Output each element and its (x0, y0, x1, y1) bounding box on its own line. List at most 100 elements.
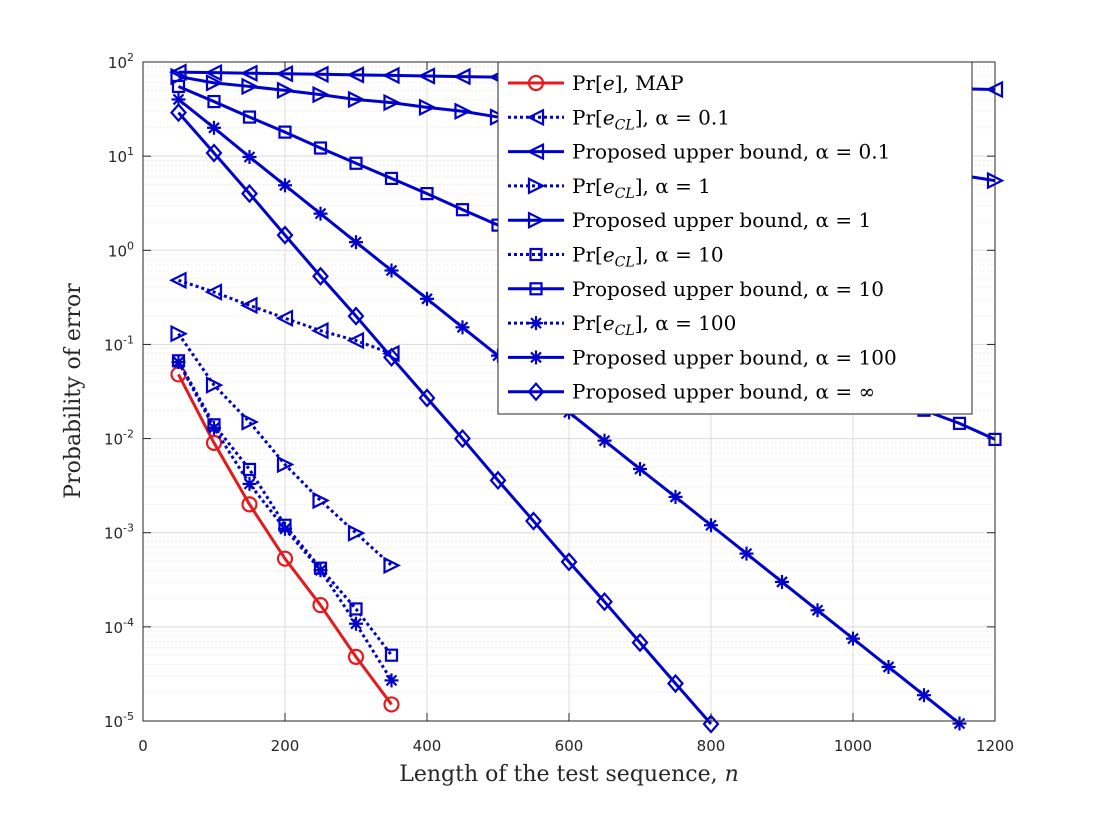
data-point (170, 324, 188, 343)
data-point (349, 235, 363, 250)
asterisk-stroke (811, 604, 824, 617)
data-point (383, 556, 401, 575)
data-point (347, 524, 366, 542)
asterisk-stroke (530, 351, 542, 364)
data-point (810, 603, 825, 618)
y-tick-label: 102 (108, 51, 134, 72)
asterisk-stroke (456, 321, 469, 334)
asterisk-stroke (208, 422, 220, 434)
legend-marker (529, 282, 543, 296)
data-point (633, 462, 647, 477)
data-point (241, 183, 258, 204)
asterisk-stroke (385, 674, 398, 687)
data-point (667, 673, 684, 694)
legend-label: Proposed upper bound, α = 1 (572, 208, 871, 232)
data-point (312, 266, 329, 286)
asterisk-stroke (385, 264, 398, 277)
asterisk-stroke (350, 236, 362, 248)
legend-label: Proposed upper bound, α = 100 (572, 345, 897, 369)
x-tick-label: 400 (413, 737, 442, 755)
legend-label: Pr[eCL], α = 0.1 (572, 105, 730, 133)
data-point (349, 602, 363, 616)
data-point (455, 203, 470, 217)
data-point (453, 67, 471, 86)
data-point (171, 355, 186, 370)
asterisk-stroke (314, 207, 327, 220)
asterisk-stroke (279, 179, 291, 192)
data-point (383, 93, 401, 112)
legend-label: Proposed upper bound, α = 10 (572, 277, 884, 301)
asterisk-stroke (669, 491, 682, 503)
data-point (384, 263, 399, 278)
data-point (204, 283, 223, 301)
data-point (311, 65, 329, 84)
data-point (169, 63, 187, 81)
data-point (952, 716, 967, 731)
series-7 (171, 355, 399, 688)
asterisk-stroke (740, 547, 753, 560)
series-line (177, 373, 393, 706)
data-point (347, 648, 365, 665)
data-point (420, 291, 434, 306)
asterisk-stroke (918, 689, 930, 701)
legend-item-4: Proposed upper bound, α = 1 (508, 208, 871, 232)
x-tick-label: 1200 (976, 737, 1014, 755)
data-point (205, 434, 223, 451)
data-point (349, 156, 363, 170)
data-point (382, 66, 400, 85)
data-point (917, 688, 931, 703)
y-tick-label: 10-2 (104, 428, 134, 449)
legend-marker (527, 177, 546, 195)
data-point (384, 648, 399, 662)
data-point (952, 416, 967, 430)
data-point (668, 489, 683, 504)
data-point (278, 125, 292, 139)
data-point (278, 521, 292, 536)
legend-label: Pr[e], MAP (572, 71, 684, 95)
data-point (242, 476, 257, 491)
data-point (171, 92, 186, 107)
legend-marker (529, 350, 543, 365)
data-point (489, 470, 507, 491)
data-point (383, 347, 400, 367)
data-point (276, 455, 295, 474)
data-point (278, 178, 292, 193)
legend-item-7: Pr[eCL], α = 100 (508, 311, 736, 339)
data-point (276, 225, 294, 245)
data-point (311, 321, 329, 340)
data-point (312, 85, 330, 104)
asterisk-stroke (279, 523, 291, 535)
data-point (525, 511, 542, 531)
data-point (240, 296, 258, 315)
asterisk-stroke (208, 122, 220, 134)
legend-label: Pr[eCL], α = 1 (572, 174, 711, 202)
data-point (775, 574, 789, 589)
legend-item-6: Proposed upper bound, α = 10 (508, 277, 884, 301)
legend-label: Proposed upper bound, α = ∞ (572, 380, 875, 404)
y-tick-label: 101 (108, 145, 134, 166)
y-tick-label: 10-1 (104, 333, 134, 354)
data-point (346, 331, 365, 350)
data-point (313, 141, 328, 155)
legend-item-8: Proposed upper bound, α = 100 (508, 345, 897, 369)
asterisk-stroke (882, 661, 895, 673)
data-point (313, 206, 328, 221)
series-line (178, 278, 393, 355)
data-point (242, 149, 257, 164)
data-point (204, 63, 223, 82)
data-point (241, 77, 259, 96)
legend-label: Pr[eCL], α = 10 (572, 243, 724, 271)
data-point (241, 496, 258, 513)
legend-label: Pr[eCL], α = 100 (572, 311, 736, 339)
x-tick-label: 1000 (834, 737, 872, 755)
data-point (171, 79, 186, 94)
legend-item-5: Pr[eCL], α = 10 (508, 243, 724, 271)
data-point (313, 563, 328, 578)
legend-item-2: Proposed upper bound, α = 0.1 (508, 140, 890, 164)
asterisk-stroke (314, 564, 327, 576)
data-point (241, 413, 259, 431)
data-point (207, 94, 221, 109)
asterisk-stroke (243, 478, 256, 490)
data-point (346, 66, 365, 84)
